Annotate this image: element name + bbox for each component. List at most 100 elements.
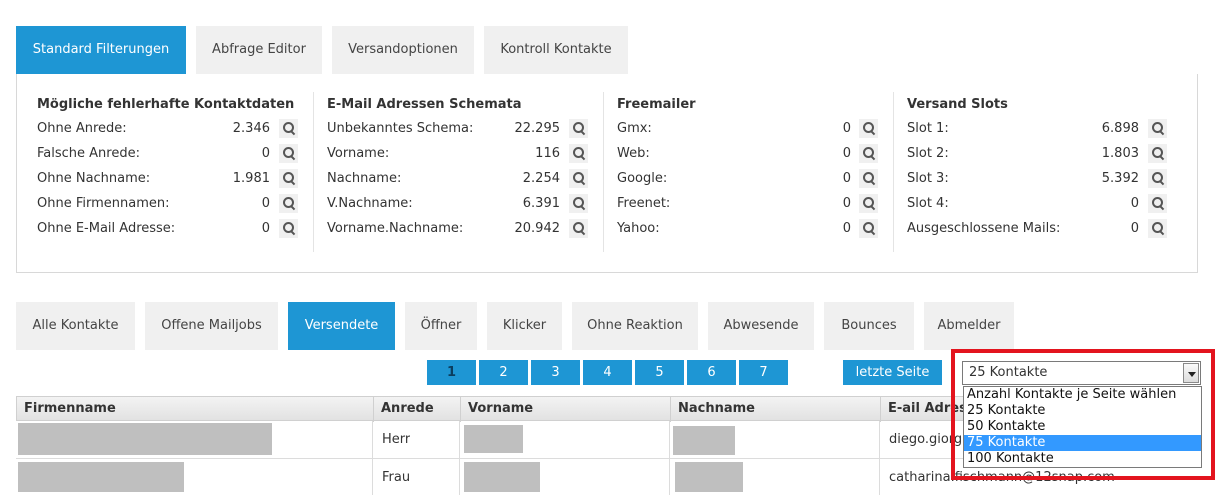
page-button-3[interactable]: 3 <box>531 360 580 385</box>
column-header-nachname[interactable]: Nachname <box>671 397 881 422</box>
redacted-block <box>18 423 272 455</box>
stat-row: Google: 0 <box>617 166 889 191</box>
last-page-button[interactable]: letzte Seite <box>843 360 942 385</box>
cell-firmenname <box>16 421 373 458</box>
search-icon[interactable] <box>569 119 588 138</box>
stat-label: Freenet: <box>617 196 671 211</box>
stat-label: Slot 2: <box>907 146 949 161</box>
tab-kontroll-kontakte[interactable]: Kontroll Kontakte <box>484 26 628 74</box>
stat-row: Ohne E-Mail Adresse: 0 <box>37 216 307 241</box>
tab-klicker[interactable]: Klicker <box>487 302 562 350</box>
stat-label: Web: <box>617 146 650 161</box>
stat-label: Ausgeschlossene Mails: <box>907 221 1061 236</box>
column-header-email[interactable]: E-ail Adresse <box>888 401 984 416</box>
tab-versandoptionen[interactable]: Versandoptionen <box>332 26 474 74</box>
redacted-block <box>464 462 540 492</box>
search-icon[interactable] <box>1148 169 1167 188</box>
search-icon[interactable] <box>569 144 588 163</box>
column-header-firmenname[interactable]: Firmenname <box>17 397 374 422</box>
page-button-1[interactable]: 1 <box>427 360 476 385</box>
stat-row: Vorname.Nachname: 20.942 <box>327 216 599 241</box>
column-header-anrede[interactable]: Anrede <box>374 397 461 422</box>
stat-row: Web: 0 <box>617 141 889 166</box>
stat-row: Yahoo: 0 <box>617 216 889 241</box>
stats-column-email-schema: E-Mail Adressen Schemata Unbekanntes Sch… <box>327 94 599 241</box>
page-button-5[interactable]: 5 <box>635 360 684 385</box>
tab-standard-filterungen[interactable]: Standard Filterungen <box>16 26 186 74</box>
search-icon[interactable] <box>279 219 298 238</box>
column-divider <box>893 92 894 252</box>
page-button-6[interactable]: 6 <box>687 360 736 385</box>
stats-column-contact-errors: Mögliche fehlerhafte Kontaktdaten Ohne A… <box>37 94 307 241</box>
tab-bounces[interactable]: Bounces <box>824 302 914 350</box>
option-50[interactable]: 50 Kontakte <box>967 419 1046 434</box>
tab-alle-kontakte[interactable]: Alle Kontakte <box>16 302 135 350</box>
page-button-7[interactable]: 7 <box>739 360 788 385</box>
search-icon[interactable] <box>279 194 298 213</box>
stat-label: V.Nachname: <box>327 196 413 211</box>
tab-ohne-reaktion[interactable]: Ohne Reaktion <box>572 302 698 350</box>
search-icon[interactable] <box>859 119 878 138</box>
stat-value: 0 <box>842 221 851 236</box>
search-icon[interactable] <box>1148 194 1167 213</box>
tab-offene-mailjobs[interactable]: Offene Mailjobs <box>145 302 278 350</box>
table-row[interactable]: Herr diego.giorgi@ <box>16 421 1198 459</box>
stat-value: 0 <box>261 221 270 236</box>
stat-value: 20.942 <box>514 221 561 236</box>
chevron-down-icon[interactable] <box>1183 363 1199 383</box>
search-icon[interactable] <box>279 119 298 138</box>
option-75[interactable]: 75 Kontakte <box>964 435 1201 451</box>
tab-versendete[interactable]: Versendete <box>288 302 395 350</box>
stats-column-versand-slots: Versand Slots Slot 1: 6.898 Slot 2: 1.803 … <box>907 94 1179 241</box>
stat-value: 0 <box>1130 196 1139 211</box>
stat-row: V.Nachname: 6.391 <box>327 191 599 216</box>
stat-row: Slot 2: 1.803 <box>907 141 1179 166</box>
cell-firmenname <box>16 459 373 495</box>
stat-label: Google: <box>617 171 668 186</box>
stat-row: Ohne Anrede: 2.346 <box>37 116 307 141</box>
cell-anrede: Herr <box>373 421 460 458</box>
stat-label: Ohne Firmennamen: <box>37 196 170 211</box>
search-icon[interactable] <box>279 144 298 163</box>
search-icon[interactable] <box>859 169 878 188</box>
search-icon[interactable] <box>569 169 588 188</box>
stat-value: 0 <box>261 146 270 161</box>
per-page-select[interactable]: 25 Kontakte <box>962 361 1201 385</box>
tab-abmelder[interactable]: Abmelder <box>924 302 1014 350</box>
stat-label: Slot 4: <box>907 196 949 211</box>
page-button-4[interactable]: 4 <box>583 360 632 385</box>
column-header-vorname[interactable]: Vorname <box>461 397 671 422</box>
search-icon[interactable] <box>1148 219 1167 238</box>
stat-label: Ohne Nachname: <box>37 171 151 186</box>
table-row[interactable]: Frau catharina.fischmann@12snap.com <box>16 459 1198 495</box>
tab-oeffner[interactable]: Öffner <box>405 302 477 350</box>
search-icon[interactable] <box>569 194 588 213</box>
option-100[interactable]: 100 Kontakte <box>967 451 1054 466</box>
stat-row: Slot 3: 5.392 <box>907 166 1179 191</box>
stats-column-freemailer: Freemailer Gmx: 0 Web: 0 Google: 0 Freenet:… <box>617 94 889 241</box>
per-page-selected-value: 25 Kontakte <box>969 365 1048 380</box>
search-icon[interactable] <box>859 194 878 213</box>
tab-abwesende[interactable]: Abwesende <box>708 302 814 350</box>
stat-value: 1.803 <box>1101 146 1139 161</box>
column-title: Mögliche fehlerhafte Kontaktdaten <box>37 97 295 112</box>
search-icon[interactable] <box>859 219 878 238</box>
cell-email: diego.giorgi@ <box>880 421 1198 458</box>
stat-row: Ausgeschlossene Mails: 0 <box>907 216 1179 241</box>
tab-abfrage-editor[interactable]: Abfrage Editor <box>196 26 322 74</box>
stat-label: Unbekanntes Schema: <box>327 121 474 136</box>
search-icon[interactable] <box>1148 119 1167 138</box>
cell-anrede: Frau <box>373 459 460 495</box>
search-icon[interactable] <box>279 169 298 188</box>
stat-value: 2.346 <box>232 121 270 136</box>
stat-value: 0 <box>1130 221 1139 236</box>
stat-label: Vorname: <box>327 146 390 161</box>
page-button-2[interactable]: 2 <box>479 360 528 385</box>
option-placeholder[interactable]: Anzahl Kontakte je Seite wählen <box>967 387 1177 402</box>
redacted-block <box>673 426 735 455</box>
stat-row: Nachname: 2.254 <box>327 166 599 191</box>
search-icon[interactable] <box>859 144 878 163</box>
option-25[interactable]: 25 Kontakte <box>967 403 1046 418</box>
search-icon[interactable] <box>569 219 588 238</box>
search-icon[interactable] <box>1148 144 1167 163</box>
